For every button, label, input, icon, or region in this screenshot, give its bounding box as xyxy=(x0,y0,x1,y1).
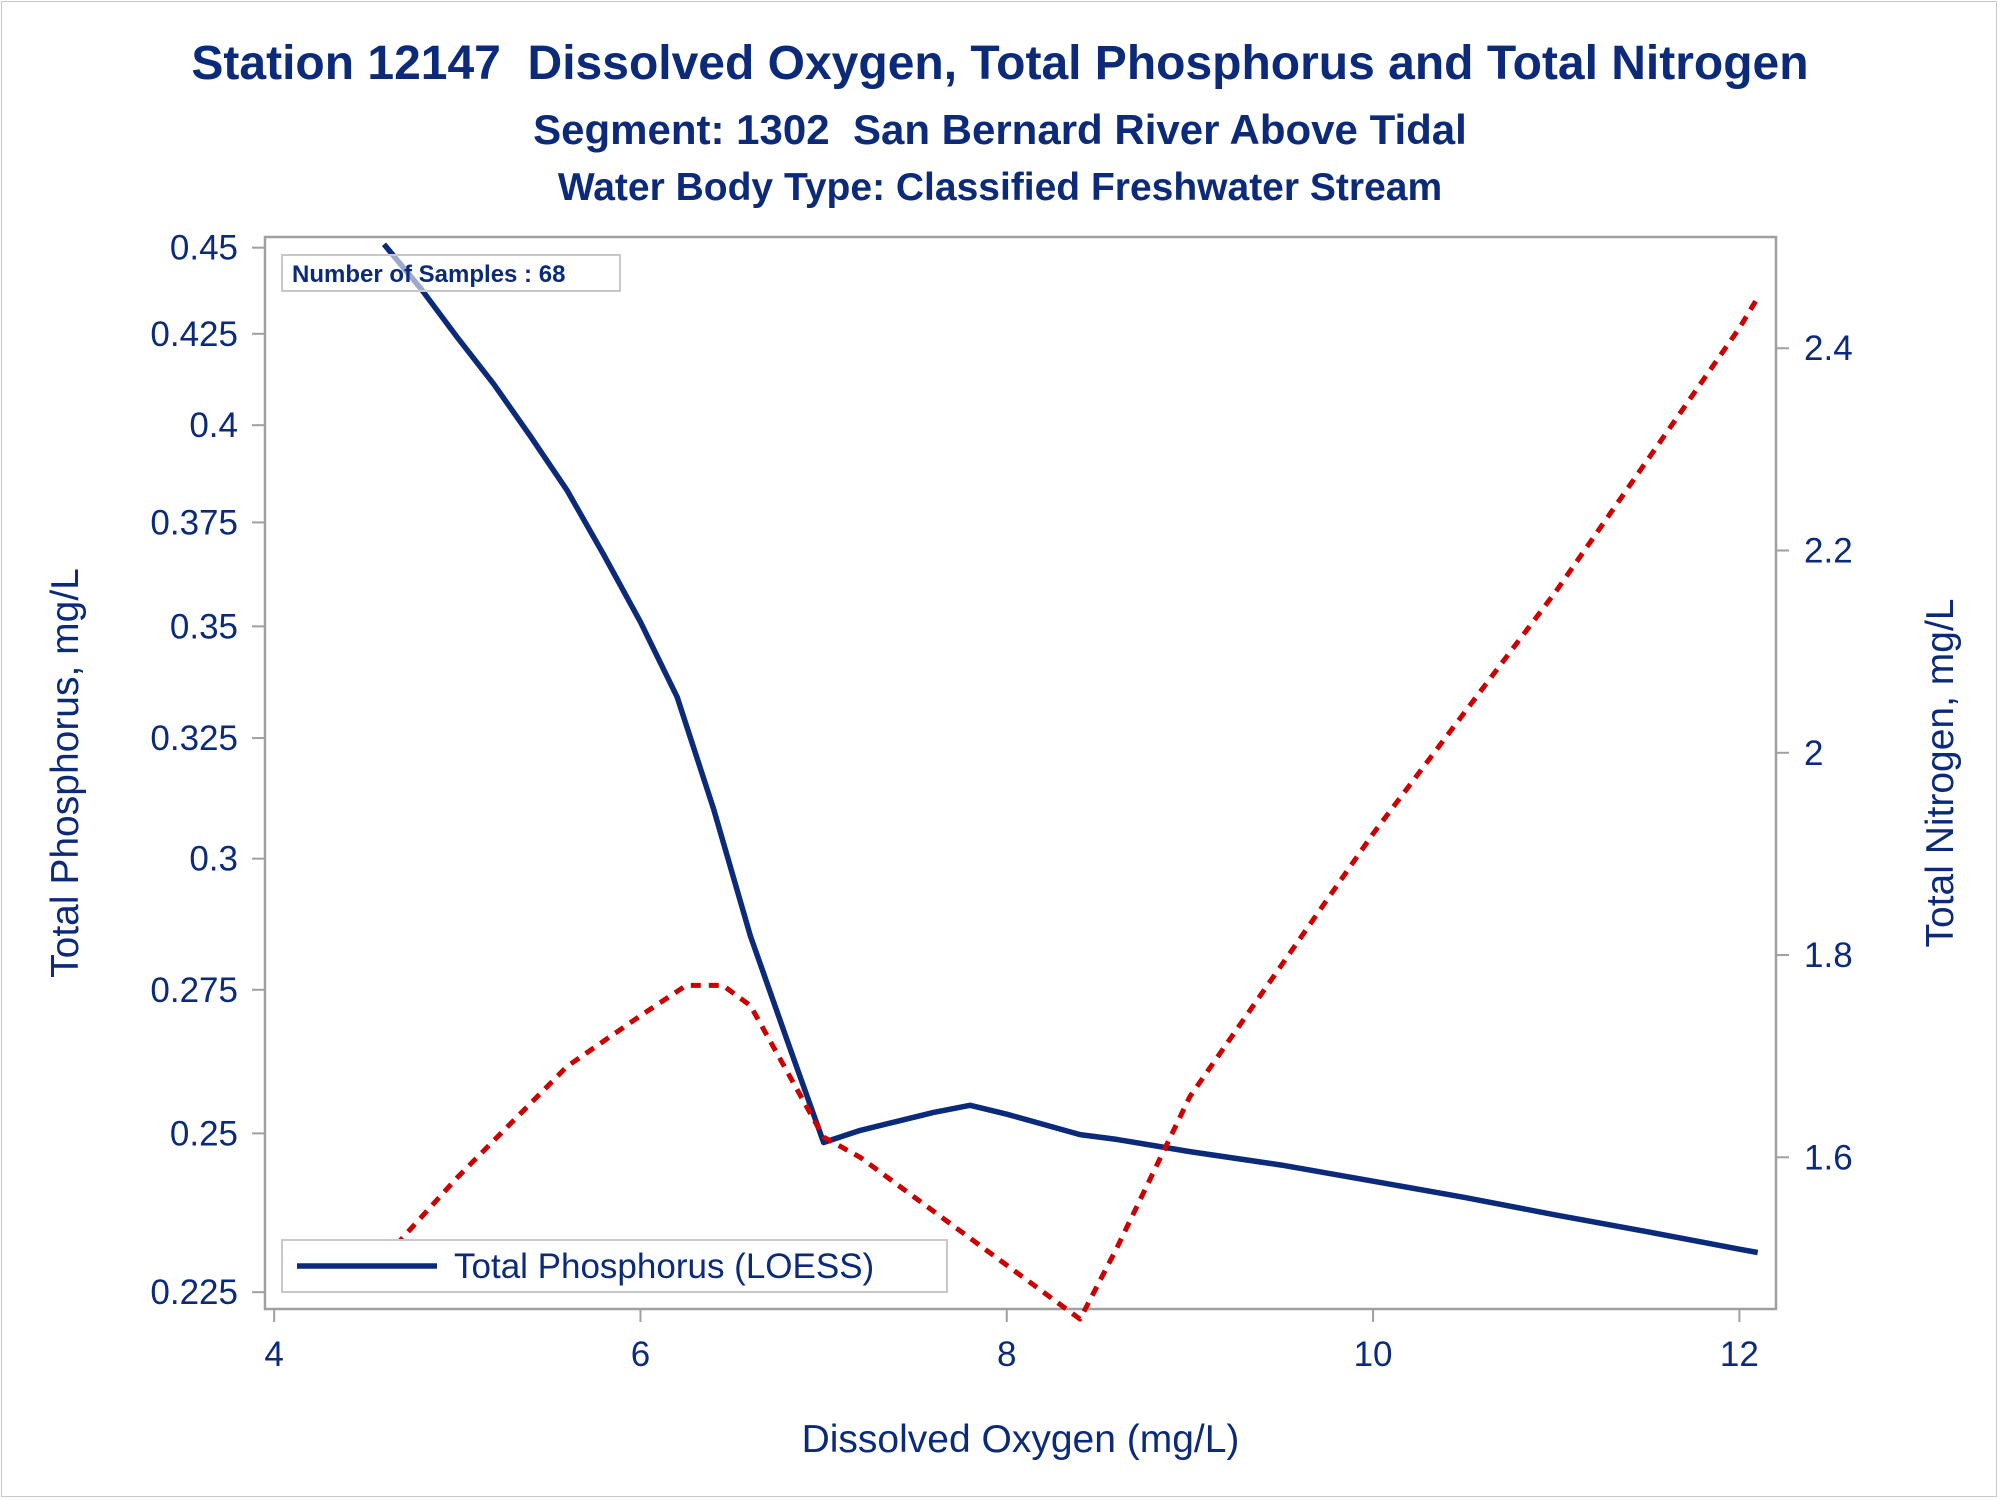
y-tick-label: 0.225 xyxy=(150,1273,238,1312)
x-tick-label: 8 xyxy=(997,1335,1016,1374)
y-tick-label: 0.3 xyxy=(189,840,238,879)
y-tick-label: 0.35 xyxy=(170,607,238,646)
series-line-nitrogen xyxy=(382,296,1760,1322)
y2-tick-label: 1.8 xyxy=(1804,936,1853,975)
chart-subtitle-2: Water Body Type: Classified Freshwater S… xyxy=(557,166,1443,209)
y-tick-label: 0.4 xyxy=(189,406,238,445)
series-line-phosphorus xyxy=(381,242,1759,1256)
x-tick-label: 4 xyxy=(264,1335,283,1374)
x-tick-label: 6 xyxy=(631,1335,650,1374)
y-tick-label: 0.45 xyxy=(170,229,238,268)
chart-subtitle: Segment: 1302 San Bernard River Above Ti… xyxy=(533,106,1467,153)
plot-frame xyxy=(263,235,1778,1311)
sample-count-label: Number of Samples : 68 xyxy=(292,261,565,288)
y-tick-label: 0.425 xyxy=(150,315,238,354)
x-axis-label: Dissolved Oxygen (mg/L) xyxy=(802,1418,1240,1461)
y-tick-label: 0.25 xyxy=(170,1114,238,1153)
y-tick-label: 0.275 xyxy=(150,971,238,1010)
annotation-group: Number of Samples : 68 xyxy=(281,254,621,292)
y-tick-label: 0.375 xyxy=(150,503,238,542)
y2-axis-label: Total Nitrogen, mg/L xyxy=(1919,598,1962,947)
y2-tick-label: 2.2 xyxy=(1804,532,1853,571)
y-axis-label: Total Phosphorus, mg/L xyxy=(44,568,87,978)
y-tick-label: 0.325 xyxy=(150,719,238,758)
chart-title: Station 12147 Dissolved Oxygen, Total Ph… xyxy=(191,37,1809,90)
series-lines xyxy=(381,242,1760,1322)
legend-label-phosphorus: Total Phosphorus (LOESS) xyxy=(454,1247,874,1286)
legend-box xyxy=(281,1239,948,1293)
x-tick-label: 10 xyxy=(1354,1335,1393,1374)
x-tick-label: 12 xyxy=(1720,1335,1759,1374)
sample-count-box xyxy=(281,254,621,292)
legend: Total Phosphorus (LOESS) xyxy=(281,1239,948,1293)
y2-tick-label: 1.6 xyxy=(1804,1138,1853,1177)
y2-tick-label: 2.4 xyxy=(1804,329,1853,368)
axes: 4 6 8 10 12 0.225 0.25 0.275 0.3 0.325 0.35 0.375 0.… xyxy=(44,229,1962,1461)
y2-tick-label: 2 xyxy=(1804,734,1823,773)
